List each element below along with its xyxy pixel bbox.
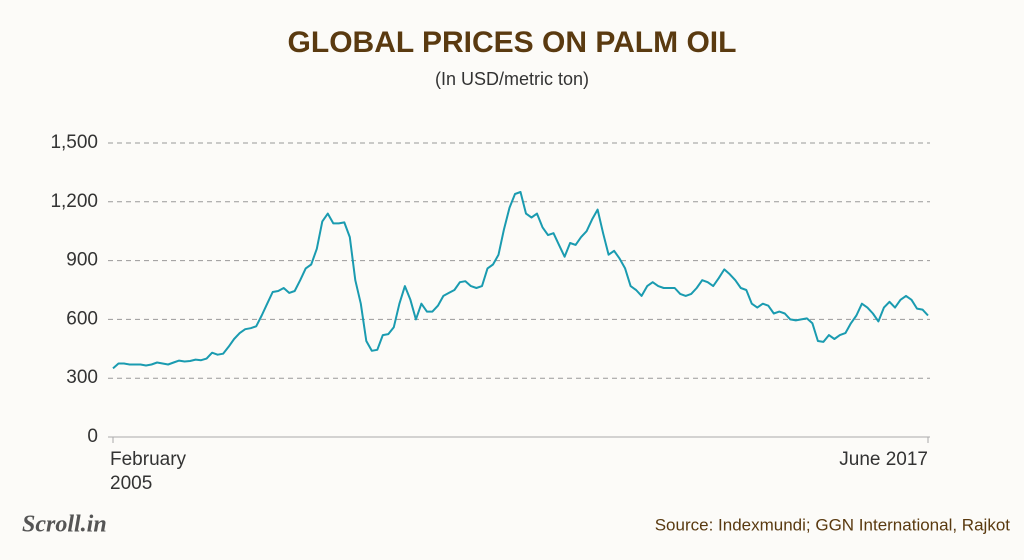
y-tick-label: 0: [87, 426, 98, 447]
y-tick-label: 1,500: [50, 132, 98, 153]
y-tick-label: 300: [66, 367, 98, 388]
y-tick-label: 900: [66, 250, 98, 271]
chart-subtitle: (In USD/metric ton): [435, 69, 589, 89]
chart-title: GLOBAL PRICES ON PALM OIL: [288, 26, 737, 59]
y-tick-label: 600: [66, 308, 98, 329]
data-line: [112, 191, 929, 370]
x-tick-label: June 2017: [839, 449, 928, 470]
x-tick-label: February 2005: [110, 449, 187, 494]
logo: Scroll.in: [22, 512, 107, 538]
source: Source: Indexmundi; GGN International, R…: [655, 515, 1011, 534]
y-tick-label: 1,200: [50, 191, 98, 212]
